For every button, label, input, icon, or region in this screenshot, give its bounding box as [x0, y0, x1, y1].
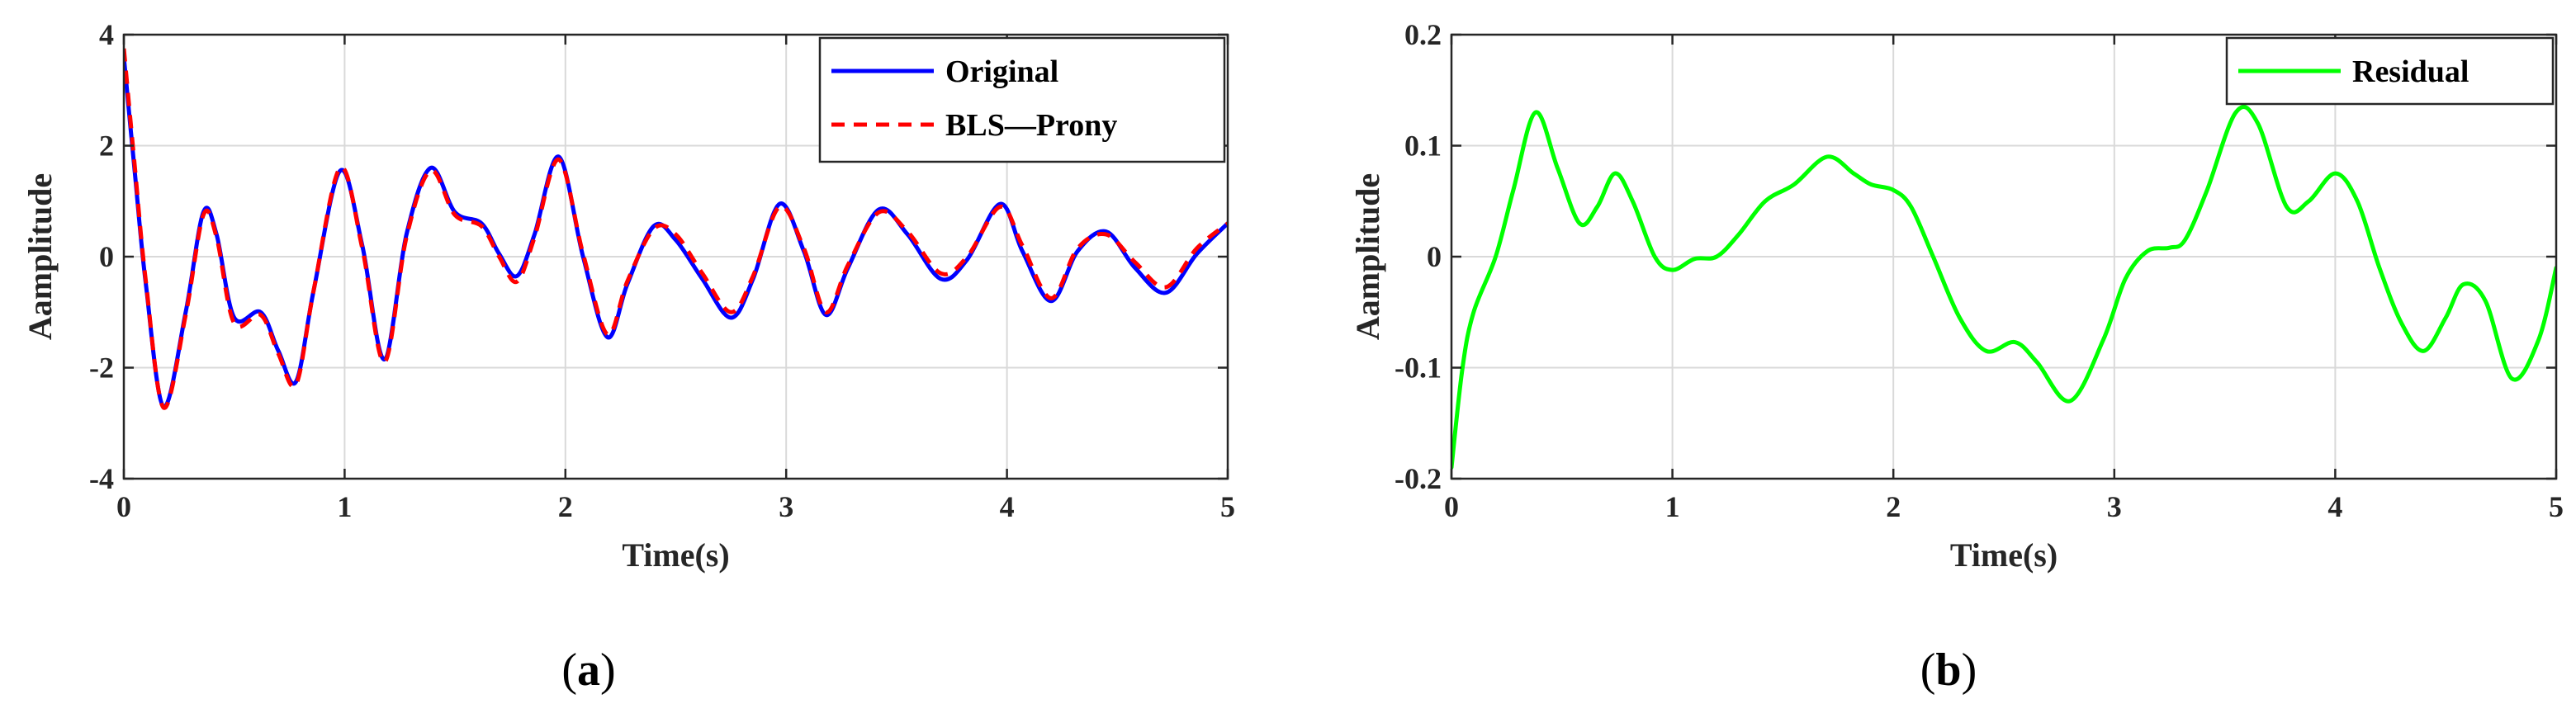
legend-label: Original	[945, 54, 1058, 89]
series-line-residual	[1451, 104, 2556, 470]
series-line-bls-prony	[124, 48, 1228, 410]
x-tick-label: 2	[558, 490, 573, 523]
chart-b: 0 1 2 3 4 5 -0.2 -0.1 0 0.1 0.2 Time(s) Aamplitude Re…	[1349, 18, 2564, 696]
y-tick-label: -4	[89, 462, 114, 495]
x-tick-label: 1	[1665, 490, 1680, 523]
y-tick-label: 0.2	[1404, 18, 1442, 51]
series-group	[124, 48, 1228, 410]
panel-caption: (b)	[1920, 645, 1977, 696]
y-tick-label: 0	[1427, 240, 1442, 273]
x-tick-label: 3	[2107, 490, 2122, 523]
x-tick-label: 5	[2549, 490, 2564, 523]
y-tick-label: -0.2	[1395, 462, 1442, 495]
y-tick-label: -2	[89, 352, 114, 385]
y-axis-label: Aamplitude	[1349, 173, 1386, 340]
chart-a: 0 1 2 3 4 5 -4 -2 0 2 4 Time(s) Aamplitude Original BL…	[21, 18, 1235, 696]
x-tick-label: 0	[1444, 490, 1459, 523]
y-tick-label: 4	[99, 18, 114, 51]
x-tick-label: 0	[116, 490, 131, 523]
y-tick-label: 0.1	[1404, 130, 1442, 163]
x-tick-label: 5	[1220, 490, 1235, 523]
y-tick-label: 2	[99, 130, 114, 163]
panel-caption: (a)	[561, 645, 615, 696]
x-tick-label: 1	[337, 490, 352, 523]
x-tick-label: 3	[779, 490, 793, 523]
y-tick-label: 0	[99, 240, 114, 273]
legend-box	[818, 36, 1226, 163]
x-axis-label: Time(s)	[1950, 536, 2057, 574]
legend-label: Residual	[2352, 54, 2469, 89]
series-group	[1451, 104, 2556, 470]
y-axis-label: Aamplitude	[21, 173, 59, 340]
x-axis-label: Time(s)	[622, 536, 729, 574]
legend: Residual	[2225, 36, 2555, 106]
x-tick-label: 2	[1886, 490, 1901, 523]
y-tick-label: -0.1	[1395, 352, 1442, 385]
legend: Original BLS—Prony	[818, 36, 1226, 163]
legend-label: BLS—Prony	[945, 108, 1117, 143]
x-tick-label: 4	[1000, 490, 1015, 523]
x-tick-label: 4	[2327, 490, 2342, 523]
